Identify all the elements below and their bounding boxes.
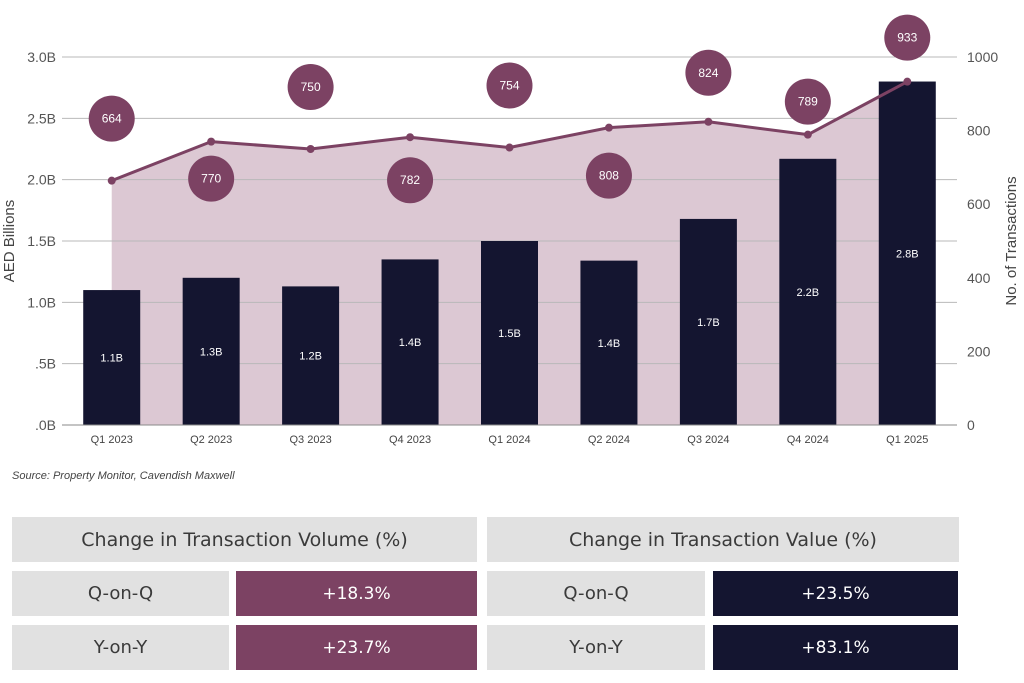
bar-value-label: 1.1B [100, 353, 123, 365]
transactions-bubble [287, 64, 334, 110]
transactions-data-label: 750 [301, 80, 321, 94]
y-right-axis-title: No. of Transactions [1003, 176, 1020, 305]
bar-q3-2024 [679, 218, 737, 425]
x-tick-label: Q3 2024 [687, 434, 729, 446]
x-tick-label: Q2 2024 [588, 434, 630, 446]
transactions-bubble [784, 78, 831, 125]
y-right-tick-label: 400 [967, 270, 991, 286]
transactions-bubble [685, 49, 732, 96]
volume-yoy-value: +23.7% [236, 625, 477, 670]
transactions-point [803, 130, 812, 139]
y-left-axis-title: AED Billions [1, 200, 18, 283]
x-tick-label: Q4 2023 [389, 434, 431, 446]
transactions-bubble [88, 95, 135, 142]
y-right-tick-label: 1000 [967, 49, 998, 65]
transactions-data-label: 664 [102, 112, 122, 126]
transactions-bubble [188, 155, 235, 202]
transactions-bubble [585, 152, 632, 199]
transactions-data-label: 808 [599, 169, 619, 183]
bar-value-label: 1.7B [697, 317, 720, 329]
transactions-point [704, 117, 713, 126]
bar-value-label: 1.2B [299, 351, 322, 363]
y-left-tick-label: 1.5B [27, 233, 56, 249]
x-tick-label: Q2 2023 [190, 434, 232, 446]
y-left-tick-label: .0B [35, 417, 56, 433]
x-tick-label: Q1 2023 [91, 434, 133, 446]
bar-q4-2023 [381, 259, 439, 425]
value-yoy-label: Y-on-Y [487, 625, 705, 670]
bar-value-label: 2.8B [896, 248, 919, 260]
transactions-data-label: 770 [201, 172, 221, 186]
transactions-data-label: 933 [897, 31, 917, 45]
combo-chart: .0B .5B 1.0B 1.5B 2.0B 2.5B 3.0B 0 200 400 600 800 1… [1, 14, 1020, 446]
source-note: Source: Property Monitor, Cavendish Maxw… [12, 470, 235, 482]
volume-yoy-label: Y-on-Y [12, 625, 229, 670]
bar-value-label: 1.3B [200, 346, 223, 358]
volume-table-header: Change in Transaction Volume (%) [12, 517, 477, 562]
transactions-point [107, 176, 116, 185]
transactions-point [903, 77, 912, 86]
bar-q4-2024 [779, 158, 837, 425]
y-left-tick-label: 2.5B [27, 110, 56, 126]
bar-q1-2024 [481, 241, 538, 425]
bar-value-label: 2.2B [797, 287, 820, 299]
bar-q1-2023 [83, 290, 141, 425]
bar-q1-2025 [878, 81, 936, 426]
transactions-bubble [884, 14, 931, 61]
transactions-bubble [486, 62, 533, 109]
y-right-tick-label: 800 [967, 123, 991, 139]
transactions-bubble [387, 157, 434, 204]
x-tick-label: Q1 2025 [886, 434, 928, 446]
volume-qoq-value: +18.3% [236, 571, 477, 616]
value-qoq-value: +23.5% [713, 571, 958, 616]
transactions-point [207, 137, 216, 146]
value-yoy-value: +83.1% [713, 625, 958, 670]
transactions-data-label: 789 [798, 95, 818, 109]
bar-q2-2023 [182, 277, 240, 425]
transactions-data-label: 782 [400, 173, 420, 187]
x-tick-label: Q1 2024 [488, 434, 530, 446]
bar-q2-2024 [580, 260, 638, 425]
transactions-data-label: 754 [499, 79, 519, 93]
transactions-point [406, 133, 415, 142]
y-left-tick-label: 1.0B [27, 294, 56, 310]
bar-value-label: 1.4B [598, 338, 621, 350]
y-right-tick-label: 200 [967, 343, 991, 359]
bar-value-label: 1.4B [399, 337, 422, 349]
y-left-tick-label: 3.0B [27, 49, 56, 65]
bar-q3-2023 [282, 286, 340, 425]
transactions-data-label: 824 [698, 66, 718, 80]
transactions-point [306, 145, 315, 153]
y-right-tick-label: 0 [967, 417, 975, 433]
y-right-tick-label: 600 [967, 196, 991, 212]
y-left-tick-label: 2.0B [27, 172, 56, 188]
x-tick-label: Q3 2023 [290, 434, 332, 446]
y-left-tick-label: .5B [35, 356, 56, 372]
value-table-header: Change in Transaction Value (%) [487, 517, 959, 562]
bar-value-label: 1.5B [498, 328, 521, 340]
transactions-point [604, 123, 613, 132]
volume-qoq-label: Q-on-Q [12, 571, 229, 616]
value-qoq-label: Q-on-Q [487, 571, 705, 616]
x-tick-label: Q4 2024 [787, 434, 829, 446]
transactions-point [505, 143, 514, 152]
